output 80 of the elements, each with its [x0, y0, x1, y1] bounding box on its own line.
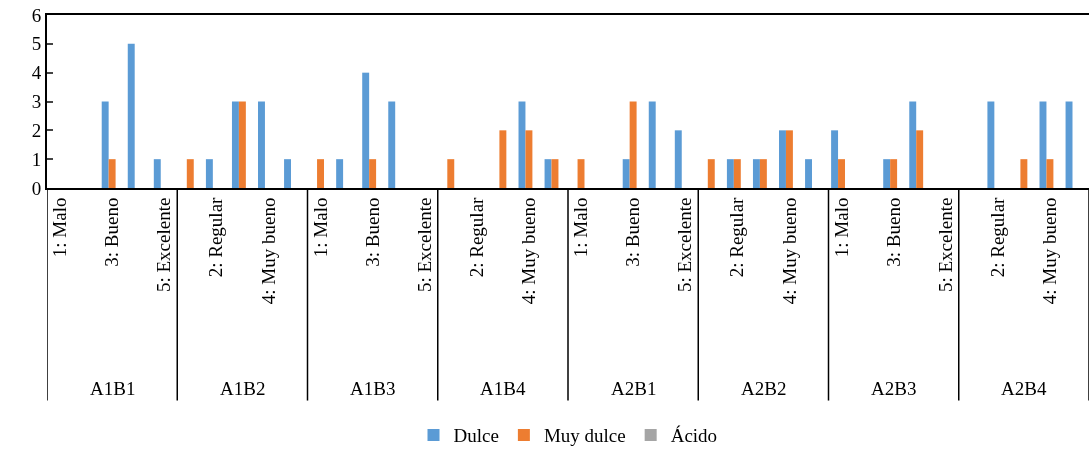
x-tick-label: 3: Bueno	[101, 197, 123, 267]
bar	[759, 159, 767, 188]
bar	[362, 72, 370, 188]
bar	[238, 101, 246, 188]
x-tick-label: 2: Regular	[205, 196, 227, 278]
y-tick-label: 3	[31, 91, 42, 113]
bar	[544, 159, 552, 188]
bar	[805, 159, 812, 188]
bar	[577, 159, 585, 188]
x-tick-label: 4: Muy bueno	[518, 197, 540, 305]
text: A1B2	[220, 378, 266, 399]
x-tick-label: 2: Regular	[987, 196, 1009, 278]
y-tick-label: 4	[31, 62, 42, 84]
bar	[1020, 159, 1028, 188]
bar	[726, 159, 734, 188]
bar	[629, 101, 637, 188]
x-tick-label: 1: Malo	[49, 197, 71, 258]
x-tick-label: 3: Bueno	[361, 197, 383, 267]
x-tick-label: 3: Bueno	[622, 197, 644, 267]
text: A2B2	[741, 378, 787, 399]
text: A2B3	[871, 378, 917, 399]
bar	[231, 101, 239, 188]
x-tick-label: 5: Excelente	[153, 197, 175, 293]
x-tick-label: 1: Malo	[830, 197, 852, 258]
bar	[779, 130, 786, 188]
legend-label: Dulce	[453, 425, 499, 447]
bar	[987, 101, 995, 188]
bar	[317, 159, 324, 188]
bar	[336, 159, 344, 188]
bar	[674, 130, 682, 188]
bar	[648, 101, 656, 188]
y-tick-label: 5	[31, 33, 42, 55]
bar	[785, 130, 793, 188]
bar	[186, 159, 194, 188]
bar	[101, 101, 109, 188]
bar	[838, 159, 845, 188]
text: A2B4	[1001, 378, 1047, 399]
bar	[258, 101, 265, 188]
bar	[752, 159, 760, 188]
x-tick-label: 2: Regular	[466, 196, 487, 278]
bar	[127, 43, 135, 188]
bar	[525, 130, 533, 188]
bar	[499, 130, 507, 188]
x-tick-label: 1: Malo	[309, 197, 331, 258]
x-tick-label: 4: Muy bueno	[1039, 197, 1061, 305]
bar	[284, 159, 291, 188]
bar	[1046, 159, 1054, 188]
legend-label: Muy dulce	[543, 425, 626, 447]
bar	[916, 130, 924, 188]
bar	[733, 159, 741, 188]
bar	[108, 159, 116, 188]
bar	[883, 159, 891, 188]
x-tick-label: 4: Muy bueno	[778, 197, 800, 305]
bar	[388, 101, 396, 188]
y-tick-label: 1	[31, 148, 42, 170]
y-tick-label: 6	[31, 4, 42, 26]
x-tick-label: 4: Muy bueno	[257, 197, 279, 305]
x-tick-label: 5: Excelente	[674, 197, 696, 293]
bar	[890, 159, 898, 188]
x-tick-label: 2: Regular	[726, 196, 748, 278]
bar	[1065, 101, 1073, 188]
bar	[369, 159, 377, 188]
bar	[447, 159, 455, 188]
y-tick-label: 0	[31, 177, 42, 199]
text: A2B1	[611, 378, 657, 399]
x-tick-label: 5: Excelente	[934, 197, 956, 293]
legend-label: Ácido	[670, 425, 718, 447]
x-tick-label: 5: Excelente	[413, 197, 435, 293]
x-tick-label: 3: Bueno	[882, 197, 904, 267]
text: A1B1	[90, 378, 136, 399]
text: A1B4	[480, 378, 526, 399]
bar	[707, 159, 715, 188]
text: A1B3	[350, 378, 396, 399]
bar	[622, 159, 630, 188]
y-tick-label: 2	[31, 119, 42, 141]
bar	[909, 101, 917, 188]
x-tick-label: 1: Malo	[570, 197, 592, 258]
bar	[831, 130, 839, 188]
bar	[205, 159, 213, 188]
bar	[153, 159, 161, 188]
